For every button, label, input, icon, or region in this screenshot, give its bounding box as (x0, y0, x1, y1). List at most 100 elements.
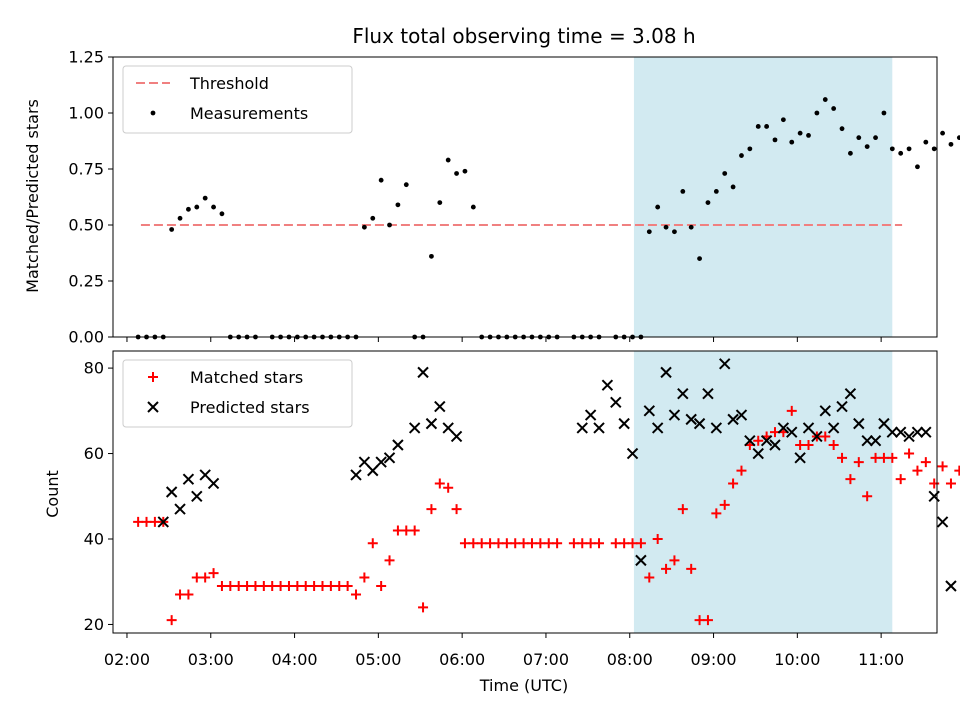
x-tick-label: 10:00 (774, 650, 820, 669)
predicted-star-point (727, 413, 739, 426)
matched-star-point (518, 538, 529, 549)
matched-star-point (837, 452, 848, 463)
y-tick-label: 1.25 (68, 48, 104, 67)
predicted-star-point (593, 422, 605, 434)
measurement-point (940, 130, 945, 136)
predicted-star-point (375, 456, 387, 468)
predicted-star-point (878, 417, 890, 430)
measurement-point (169, 227, 175, 232)
matched-star-point (543, 538, 554, 549)
y-axis-label-bottom: Count (43, 470, 62, 518)
matched-star-point (359, 572, 370, 583)
matched-star-point (485, 538, 496, 549)
x-axis-label: Time (UTC) (479, 676, 568, 695)
matched-star-point (200, 572, 211, 583)
matched-star-point (233, 581, 244, 591)
measurement-point (655, 204, 661, 210)
matched-star-point (594, 538, 605, 549)
predicted-star-point (601, 379, 614, 391)
matched-star-point (426, 504, 437, 515)
matched-star-point (945, 478, 956, 489)
predicted-star-point (668, 409, 681, 421)
matched-star-point (175, 589, 186, 600)
matched-star-point (141, 516, 152, 527)
matched-star-point (795, 440, 806, 450)
matched-star-point (434, 478, 445, 489)
predicted-star-point (760, 435, 773, 447)
predicted-star-point (358, 456, 371, 468)
matched-star-point (309, 581, 320, 591)
matched-star-point (283, 581, 294, 591)
matched-star-point (242, 581, 253, 591)
predicted-star-point (693, 417, 706, 430)
matched-star-point (493, 538, 504, 549)
measurement-point (462, 168, 468, 174)
y-axis-label-top: Matched/Predicted stars (23, 99, 42, 293)
measurement-point (772, 137, 778, 143)
predicted-star-point (836, 400, 848, 413)
matched-star-point (376, 581, 387, 591)
matched-star-point (728, 478, 739, 489)
matched-star-point (937, 461, 948, 472)
matched-star-point (392, 525, 403, 536)
predicted-star-point (610, 396, 622, 408)
measurement-point (437, 200, 443, 206)
bottom-legend-label: Predicted stars (190, 398, 310, 417)
matched-star-point (644, 572, 655, 583)
measurement-point (789, 139, 795, 145)
predicted-star-point (182, 473, 195, 485)
predicted-star-point (827, 422, 840, 434)
predicted-star-point (367, 464, 379, 477)
y-tick-label: 0.75 (68, 160, 104, 179)
measurement-point (688, 224, 694, 230)
matched-star-point (250, 581, 261, 591)
measurement-point (429, 253, 434, 259)
predicted-star-point (819, 405, 831, 417)
chart-title: Flux total observing time = 3.08 h (352, 24, 695, 48)
matched-star-point (535, 538, 546, 549)
matched-star-point (585, 538, 596, 549)
predicted-star-point (744, 435, 756, 447)
measurement-point (219, 211, 225, 217)
predicted-star-point (886, 426, 899, 438)
matched-star-point (510, 538, 521, 549)
measurement-point (906, 146, 912, 152)
bottom-legend-label: Matched stars (190, 368, 303, 387)
matched-star-point (317, 581, 328, 591)
matched-star-point (920, 457, 931, 468)
y-tick-label: 40 (84, 530, 104, 549)
measurement-point (361, 224, 367, 230)
predicted-star-point (844, 388, 857, 400)
predicted-star-point (802, 422, 815, 434)
measurement-point (848, 150, 853, 156)
matched-star-point (652, 534, 663, 544)
predicted-star-point (786, 426, 798, 438)
measurement-point (856, 135, 862, 141)
x-tick-label: 06:00 (439, 650, 485, 669)
measurement-point (211, 204, 216, 210)
measurement-point (672, 229, 677, 235)
predicted-star-point (157, 516, 169, 528)
matched-star-point (904, 448, 915, 459)
predicted-star-point (207, 477, 220, 490)
measurement-point (202, 195, 208, 201)
measurement-point (931, 146, 937, 152)
matched-star-point (476, 538, 487, 549)
measurement-point (881, 110, 887, 116)
matched-star-point (367, 538, 378, 549)
y-tick-label: 60 (84, 444, 104, 463)
matched-star-point (552, 538, 563, 549)
measurement-point (387, 222, 392, 228)
matched-star-point (409, 525, 420, 536)
predicted-star-point (911, 426, 924, 438)
x-tick-label: 09:00 (690, 650, 736, 669)
predicted-star-point (450, 430, 463, 443)
predicted-star-point (383, 452, 396, 464)
measurement-point (445, 157, 451, 163)
predicted-star-point (811, 430, 823, 443)
matched-star-point (711, 508, 722, 519)
predicted-star-point (350, 469, 362, 481)
predicted-star-point (425, 417, 438, 430)
matched-star-point (191, 572, 202, 583)
matched-star-point (216, 581, 227, 591)
